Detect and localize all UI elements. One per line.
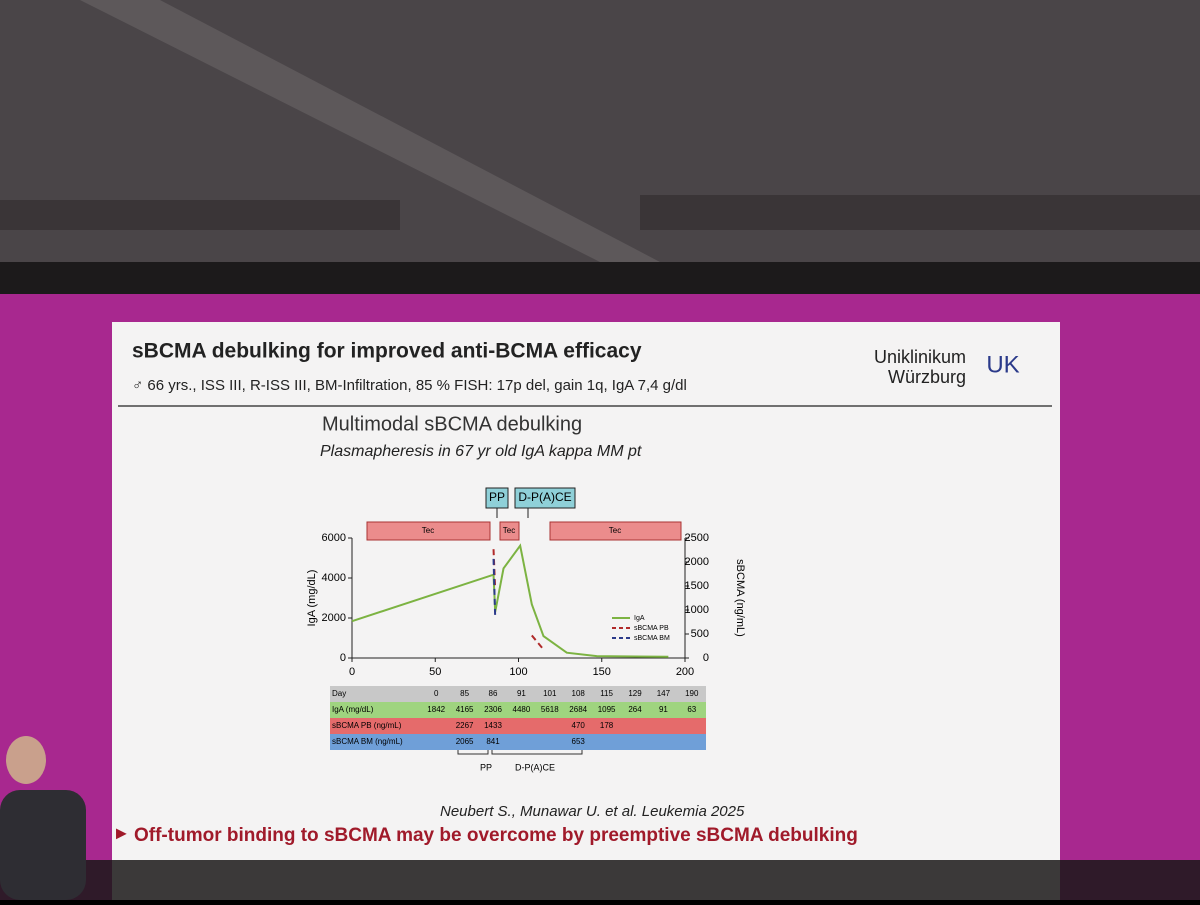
ceiling-panel [640, 195, 1200, 230]
table-cell: 264 [628, 705, 642, 714]
table-row [330, 718, 706, 734]
x-tick-label: 100 [509, 666, 527, 678]
event-box [514, 487, 576, 509]
table-row [330, 734, 706, 750]
table-cell: 1433 [484, 721, 502, 730]
table-cell: 91 [659, 705, 668, 714]
row-label: sBCMA PB (ng/mL) [332, 721, 402, 730]
citation: Neubert S., Munawar U. et al. Leukemia 2… [440, 803, 745, 820]
legend-label: sBCMA PB [634, 625, 669, 632]
table-cell: 115 [600, 689, 613, 698]
speaker-head [6, 736, 46, 784]
event-label: D-P(A)CE [518, 490, 571, 504]
table-cell: 178 [600, 721, 614, 730]
y-tick-label: 4000 [322, 572, 346, 584]
logo-line2: Würzburg [888, 367, 966, 387]
table-cell: 63 [687, 705, 696, 714]
logo-line1: Uniklinikum [874, 347, 966, 367]
table-cell: 190 [685, 689, 699, 698]
table-cell: 2267 [456, 721, 474, 730]
event-arrow [496, 508, 529, 518]
series-line [351, 543, 669, 658]
treatment-bar [549, 521, 682, 541]
treatment-label: Tec [609, 526, 621, 535]
table-cell: 653 [572, 737, 586, 746]
slide-title: sBCMA debulking for improved anti-BCMA e… [132, 340, 642, 363]
slide [112, 322, 1060, 900]
table-cell: 2306 [484, 705, 502, 714]
bracket [457, 748, 583, 755]
speaker-body [0, 790, 86, 900]
x-tick-label: 150 [593, 666, 611, 678]
table-cell: 0 [434, 689, 439, 698]
x-tick-label: 200 [676, 666, 694, 678]
y2-tick-label: 2500 [685, 532, 709, 544]
chart-subheading: Plasmapheresis in 67 yr old IgA kappa MM… [320, 443, 642, 460]
treatment-label: Tec [422, 526, 434, 535]
y2-axis-label: sBCMA (ng/mL) [734, 559, 746, 637]
chart-heading: Multimodal sBCMA debulking [322, 413, 582, 435]
legend-label: IgA [634, 615, 645, 622]
y-tick-label: 0 [340, 652, 346, 664]
y-axis-label: IgA (mg/dL) [306, 570, 318, 627]
bracket-label: D-P(A)CE [515, 762, 555, 772]
table-cell: 91 [517, 689, 526, 698]
legend-label: sBCMA BM [634, 635, 670, 642]
table-cell: 841 [486, 737, 500, 746]
row-label: sBCMA BM (ng/mL) [332, 737, 403, 746]
table-cell: 5618 [541, 705, 559, 714]
table-cell: 147 [657, 689, 671, 698]
y2-tick-label: 0 [703, 652, 709, 664]
table-row [330, 702, 706, 718]
y-tick-label: 2000 [322, 612, 346, 624]
y2-tick-label: 500 [691, 628, 709, 640]
event-label: PP [489, 490, 505, 504]
ceiling-edge [0, 262, 1200, 294]
table-row [330, 686, 706, 702]
table-cell: 85 [460, 689, 469, 698]
table-cell: 86 [489, 689, 498, 698]
slide-subtitle: ♂ 66 yrs., ISS III, R-ISS III, BM-Infilt… [132, 377, 687, 394]
series-line [492, 549, 545, 651]
table-cell: 129 [628, 689, 642, 698]
table-cell: 101 [543, 689, 557, 698]
treatment-label: Tec [503, 526, 515, 535]
treatment-bar [499, 521, 520, 541]
table-cell: 470 [572, 721, 586, 730]
bracket-label: PP [480, 762, 492, 772]
ceiling-panel [0, 200, 400, 230]
row-label: IgA (mg/dL) [332, 705, 374, 714]
table-cell: 108 [572, 689, 586, 698]
table-cell: 4480 [513, 705, 531, 714]
x-tick-label: 0 [349, 666, 355, 678]
table-cell: 2684 [569, 705, 587, 714]
row-label: Day [332, 689, 346, 698]
table-cell: 1842 [427, 705, 445, 714]
table-cell: 2065 [456, 737, 474, 746]
x-tick-label: 50 [429, 666, 441, 678]
audience [0, 860, 1200, 900]
bullet-text: Off-tumor binding to sBCMA may be overco… [134, 825, 858, 846]
bullet-marker: ▶ [116, 825, 127, 841]
y2-tick-label: 1000 [685, 604, 709, 616]
y2-tick-label: 1500 [685, 580, 709, 592]
logo-mark: UK [986, 351, 1019, 378]
table-cell: 4165 [456, 705, 474, 714]
table-cell: 1095 [598, 705, 616, 714]
treatment-bar [366, 521, 491, 541]
y-tick-label: 6000 [322, 532, 346, 544]
y2-tick-label: 2000 [685, 556, 709, 568]
beam [80, 0, 660, 262]
